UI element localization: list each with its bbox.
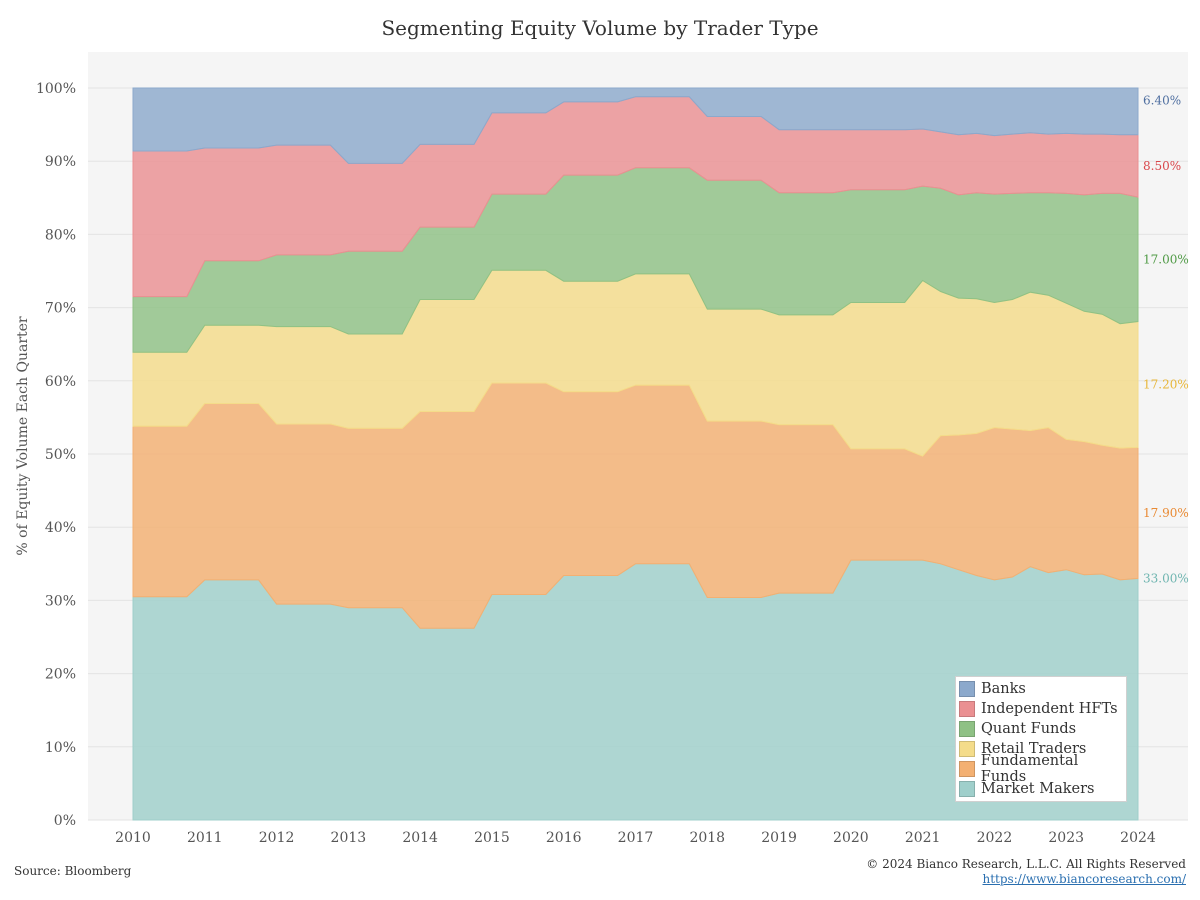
y-tick-label: 90%	[45, 154, 76, 170]
end-label-independent-hfts: 8.50%	[1143, 159, 1181, 173]
y-tick-label: 10%	[45, 740, 76, 756]
legend-swatch	[959, 781, 975, 797]
x-tick-label: 2017	[618, 830, 654, 846]
legend-swatch	[959, 721, 975, 737]
end-value-labels: 6.40% 8.50% 17.00% 17.20% 17.90% 33.00%	[1143, 93, 1189, 585]
y-axis-label: % of Equity Volume Each Quarter	[15, 316, 31, 556]
x-tick-label: 2012	[259, 830, 295, 846]
x-tick-label: 2020	[833, 830, 869, 846]
x-tick-label: 2015	[474, 830, 510, 846]
x-tick-label: 2022	[977, 830, 1013, 846]
y-tick-label: 80%	[45, 227, 76, 243]
chart-legend: Banks Independent HFTs Quant Funds Retail T…	[955, 676, 1127, 802]
legend-label: Market Makers	[981, 781, 1095, 797]
y-tick-label: 30%	[45, 593, 76, 609]
legend-label: Retail Traders	[981, 741, 1087, 757]
legend-swatch	[959, 761, 975, 777]
end-label-retail-traders: 17.20%	[1143, 377, 1189, 391]
legend-label: Banks	[981, 681, 1026, 697]
legend-swatch	[959, 701, 975, 717]
area-banks	[132, 87, 1139, 164]
y-tick-label: 70%	[45, 301, 76, 317]
source-note: Source: Bloomberg	[14, 864, 132, 878]
y-tick-label: 50%	[45, 447, 76, 463]
legend-label: Quant Funds	[981, 721, 1077, 737]
x-tick-label: 2014	[402, 830, 438, 846]
legend-item-market-makers: Market Makers	[956, 779, 1126, 799]
legend-label: Fundamental Funds	[980, 753, 1079, 785]
end-label-market-makers: 33.00%	[1143, 571, 1189, 585]
x-axis-ticks: 2010 2011 2012 2013 2014 2015 2016 2017 2018 2019…	[115, 830, 1156, 846]
y-tick-label: 100%	[36, 81, 76, 97]
legend-item-retail-traders: Retail Traders	[956, 739, 1126, 759]
copyright-note: © 2024 Bianco Research, L.L.C. All Right…	[866, 857, 1186, 871]
chart-title: Segmenting Equity Volume by Trader Type	[381, 16, 819, 40]
end-label-banks: 6.40%	[1143, 93, 1181, 107]
legend-item-banks: Banks	[956, 679, 1126, 699]
website-link[interactable]: https://www.biancoresearch.com/	[982, 872, 1186, 886]
end-label-fundamental-funds: 17.90%	[1143, 506, 1189, 520]
x-tick-label: 2024	[1120, 830, 1156, 846]
x-tick-label: 2023	[1048, 830, 1084, 846]
x-tick-label: 2021	[905, 830, 941, 846]
x-tick-label: 2010	[115, 830, 151, 846]
end-label-quant-funds: 17.00%	[1143, 252, 1189, 266]
x-tick-label: 2011	[187, 830, 223, 846]
x-tick-label: 2016	[546, 830, 582, 846]
series-areas	[132, 87, 1139, 821]
y-tick-label: 60%	[45, 374, 76, 390]
y-tick-label: 20%	[45, 667, 76, 683]
y-tick-label: 0%	[54, 813, 76, 829]
legend-item-quant-funds: Quant Funds	[956, 719, 1126, 739]
y-axis-ticks: 0% 10% 20% 30% 40% 50% 60% 70% 80% 90% 100%	[36, 81, 76, 829]
legend-item-fundamental-funds: Fundamental Funds	[956, 753, 1126, 785]
y-tick-label: 40%	[45, 520, 76, 536]
legend-swatch	[959, 681, 975, 697]
x-tick-label: 2019	[761, 830, 797, 846]
x-tick-label: 2018	[689, 830, 725, 846]
legend-swatch	[959, 741, 975, 757]
legend-label: Independent HFTs	[981, 701, 1118, 717]
x-tick-label: 2013	[331, 830, 367, 846]
legend-item-independent-hfts: Independent HFTs	[956, 699, 1126, 719]
